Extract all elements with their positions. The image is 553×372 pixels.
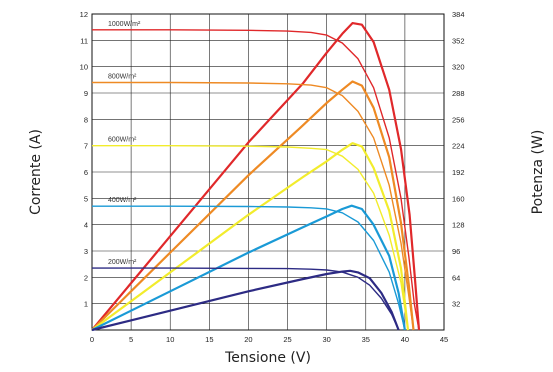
series-power-line <box>91 269 400 332</box>
x-tick-label: 40 <box>401 335 409 344</box>
y-right-tick-label: 288 <box>452 89 465 98</box>
x-tick-label: 30 <box>322 335 330 344</box>
y-left-tick-label: 8 <box>84 115 88 124</box>
y-right-tick-label: 320 <box>452 63 465 72</box>
x-tick-label: 35 <box>362 335 370 344</box>
series-power-line <box>91 204 406 331</box>
y-left-tick-label: 5 <box>84 194 88 203</box>
x-axis-title: Tensione (V) <box>224 350 311 366</box>
y-right-tick-label: 64 <box>452 273 460 282</box>
y-right-tick-label: 352 <box>452 36 465 45</box>
x-tick-label: 10 <box>166 335 174 344</box>
y-axis-right-title: Potenza (W) <box>530 130 546 215</box>
series-current-line <box>92 29 420 331</box>
y-right-tick-label: 192 <box>452 168 465 177</box>
y-left-tick-label: 3 <box>84 247 88 256</box>
y-right-tick-label: 384 <box>452 10 465 19</box>
series-current-line <box>92 205 406 331</box>
series-group <box>91 22 421 332</box>
y-right-tick-label: 128 <box>452 221 465 230</box>
x-tick-label: 5 <box>129 335 133 344</box>
y-right-tick-label: 256 <box>452 115 465 124</box>
y-right-tick-label: 96 <box>452 247 460 256</box>
y-left-tick-label: 6 <box>84 168 88 177</box>
y-left-tick-label: 10 <box>80 63 88 72</box>
y-left-tick-label: 2 <box>84 273 88 282</box>
series-current-line <box>92 144 409 331</box>
series-power-line <box>91 22 421 331</box>
series-current-line <box>92 81 415 331</box>
y-axis-left-title: Corrente (A) <box>28 129 44 215</box>
y-left-tick-label: 9 <box>84 89 88 98</box>
series-label: 800W/m² <box>108 73 137 80</box>
y-right-tick-label: 32 <box>452 300 460 309</box>
x-tick-label: 45 <box>440 335 448 344</box>
y-left-tick-label: 7 <box>84 142 88 151</box>
y-left-tick-label: 11 <box>80 36 88 45</box>
series-power-line <box>91 142 410 331</box>
x-tick-label: 20 <box>244 335 252 344</box>
y-left-tick-label: 12 <box>80 10 88 19</box>
series-label: 1000W/m² <box>108 21 141 28</box>
tick-labels: 0 5 10 15 20 25 30 35 40 451234567891011123264961… <box>80 10 465 344</box>
y-right-tick-label: 224 <box>452 142 465 151</box>
x-tick-label: 15 <box>205 335 213 344</box>
y-left-tick-label: 1 <box>84 300 88 309</box>
x-tick-label: 25 <box>283 335 291 344</box>
series-label: 400W/m² <box>108 197 137 204</box>
x-tick-label: 0 <box>90 335 94 344</box>
series-label: 600W/m² <box>108 137 137 144</box>
series-labels: 1000W/m² 800W/m² 600W/m² 400W/m² 200W/m² <box>108 21 141 266</box>
y-left-tick-label: 4 <box>84 221 88 230</box>
y-right-tick-label: 160 <box>452 194 465 203</box>
series-label: 200W/m² <box>108 259 137 266</box>
series-current-line <box>92 267 400 331</box>
series-power-line <box>91 80 415 331</box>
